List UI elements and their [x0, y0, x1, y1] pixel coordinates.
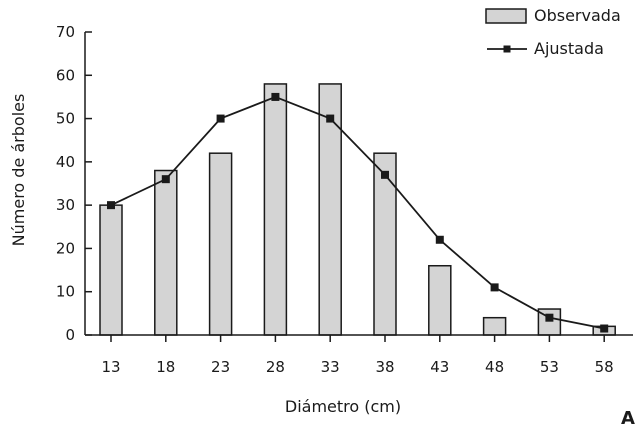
fit-point-38: [381, 170, 389, 179]
x-tick-label-18: 18: [156, 358, 175, 376]
y-tick-label-70: 70: [56, 23, 75, 41]
y-tick-label-60: 60: [56, 66, 75, 84]
y-tick-label-40: 40: [56, 153, 75, 171]
bar-28: [263, 83, 288, 336]
bar-23: [208, 152, 233, 336]
fitted-line-group: [110, 95, 605, 330]
markers-group: [107, 92, 609, 333]
bar-38: [373, 152, 397, 336]
x-axis-ticks: 13 18 23 28 33 38 43 48 53 58: [101, 335, 614, 376]
y-tick-label-10: 10: [56, 283, 75, 301]
fit-point-23: [216, 114, 225, 123]
x-axis-title: Diámetro (cm): [285, 397, 401, 416]
bars-group: [99, 83, 616, 336]
x-tick-label-58: 58: [595, 358, 614, 376]
bar-18: [154, 169, 178, 336]
y-tick-label-0: 0: [65, 326, 75, 344]
y-axis-ticks: 0 10 20 30 40 50 60 70: [56, 23, 92, 344]
fit-point-53: [545, 313, 554, 322]
legend-bar-swatch: [485, 8, 527, 24]
bar-13: [99, 204, 123, 336]
x-tick-label-53: 53: [540, 358, 559, 376]
legend-observada-label: Observada: [534, 6, 621, 25]
panel-label: A: [621, 408, 635, 427]
fit-point-18: [161, 175, 170, 184]
y-tick-label-30: 30: [56, 196, 75, 214]
fit-point-48: [490, 283, 499, 292]
x-tick-label-43: 43: [430, 358, 449, 376]
fit-point-33: [326, 114, 335, 123]
bar-43: [428, 264, 452, 336]
y-tick-label-50: 50: [56, 110, 75, 128]
x-tick-label-28: 28: [266, 358, 285, 376]
fit-point-58: [600, 324, 609, 333]
x-tick-label-13: 13: [101, 358, 120, 376]
x-tick-label-48: 48: [485, 358, 504, 376]
legend: Observada Ajustada: [485, 6, 621, 58]
fitted-line: [110, 95, 605, 330]
y-tick-label-20: 20: [56, 239, 75, 257]
bar-48: [482, 316, 507, 336]
x-tick-label-23: 23: [211, 358, 230, 376]
fit-point-28: [271, 92, 280, 101]
fit-point-43: [435, 235, 444, 244]
x-tick-label-38: 38: [375, 358, 394, 376]
legend-ajustada-label: Ajustada: [534, 39, 604, 58]
fit-point-13: [107, 201, 115, 210]
y-axis-title: Número de árboles: [9, 94, 28, 247]
x-tick-label-33: 33: [321, 358, 340, 376]
legend-marker-swatch: [503, 45, 511, 53]
